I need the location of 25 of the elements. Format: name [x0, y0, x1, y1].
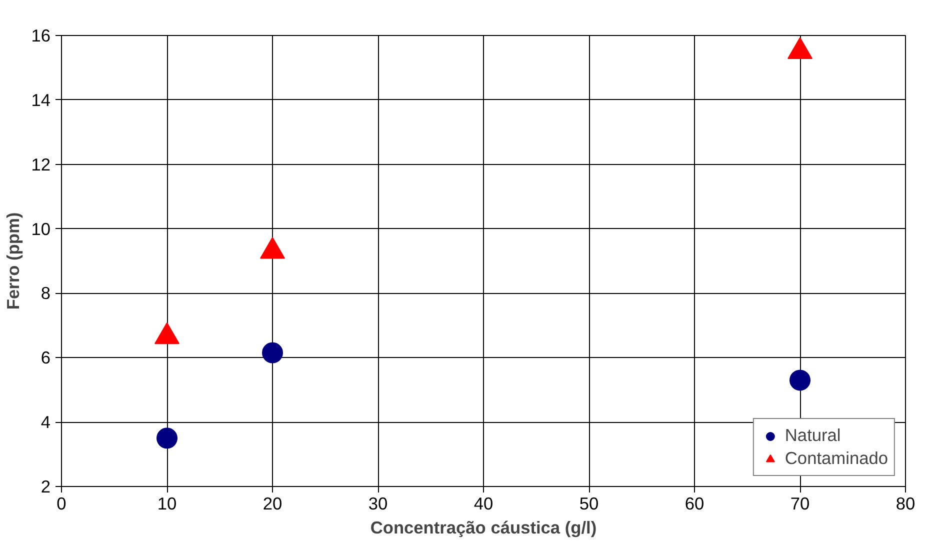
legend-label: Natural: [784, 425, 841, 446]
x-tick-label: 20: [262, 494, 282, 514]
point: [788, 37, 812, 60]
point: [262, 342, 283, 364]
x-axis-title: Concentração cáustica (g/l): [370, 518, 597, 538]
y-tick-label: 8: [40, 283, 51, 304]
point: [790, 370, 810, 391]
x-tick-label: 10: [157, 494, 177, 514]
x-tick-label: 60: [684, 494, 704, 514]
y-tick-label: 12: [31, 154, 51, 174]
x-tick-label: 0: [56, 494, 66, 514]
y-tick-label: 6: [40, 348, 51, 368]
y-tick-label: 10: [31, 218, 51, 239]
y-tick-label: 2: [40, 476, 51, 496]
x-tick-label: 50: [579, 494, 599, 514]
x-tick-label: 30: [368, 494, 388, 514]
y-axis-title: Ferro (ppm): [3, 212, 24, 310]
y-tick-label: 16: [31, 26, 51, 46]
x-tick-label: 80: [896, 494, 916, 514]
y-tick-label: 4: [40, 412, 51, 432]
point: [156, 428, 178, 449]
x-tick-label: 40: [474, 494, 494, 514]
legend-label: Contaminado: [784, 448, 888, 469]
x-tick-label: 70: [790, 494, 810, 514]
y-tick-label: 14: [31, 90, 51, 110]
